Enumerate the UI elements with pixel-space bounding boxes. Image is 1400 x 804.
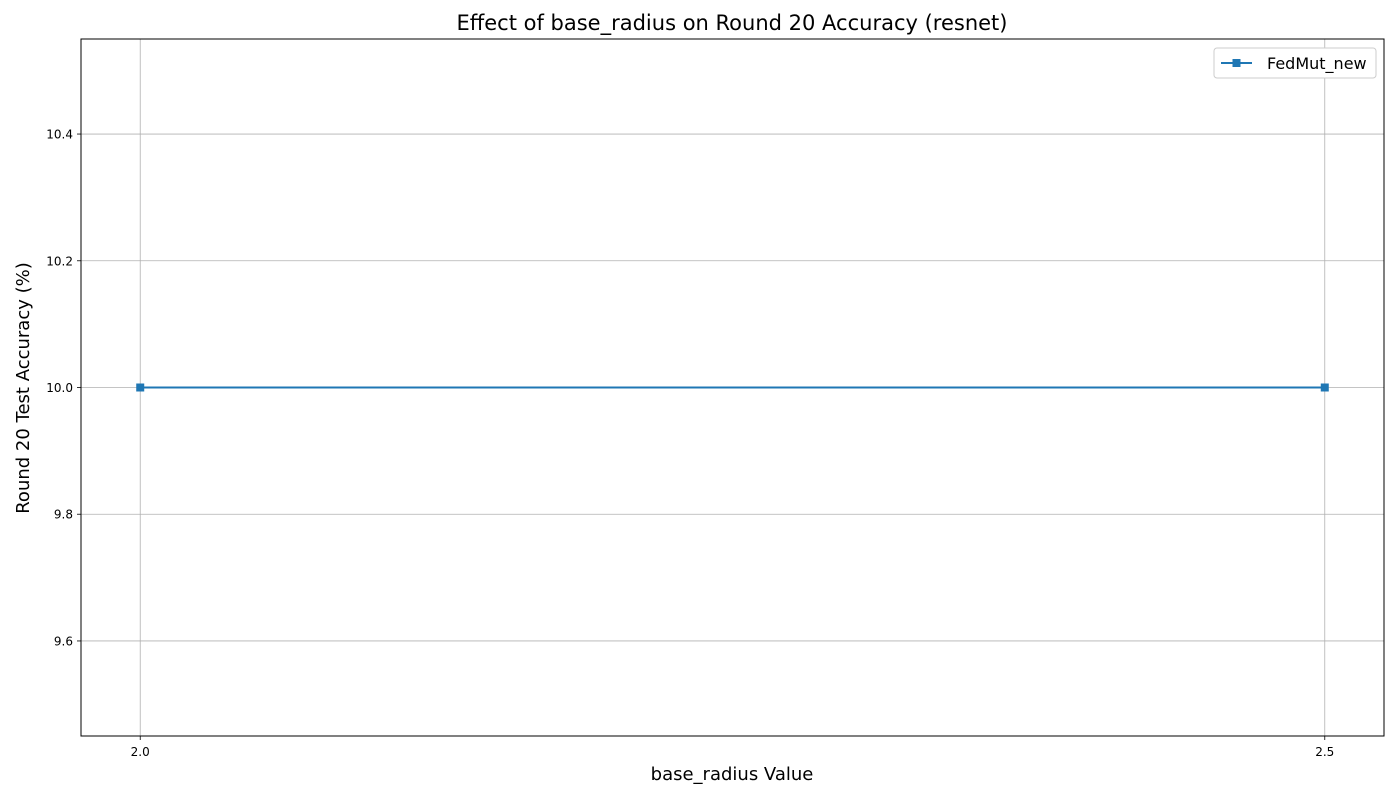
series-layer xyxy=(136,383,1329,392)
legend-square-marker-icon xyxy=(1232,59,1241,67)
x-axis-label: base_radius Value xyxy=(651,764,814,785)
y-axis-label: Round 20 Test Accuracy (%) xyxy=(13,262,34,514)
y-tick-label: 9.8 xyxy=(54,508,73,522)
y-tick-label: 10.4 xyxy=(46,128,73,142)
data-point-square-marker xyxy=(1320,383,1329,392)
chart-title: Effect of base_radius on Round 20 Accura… xyxy=(457,11,1008,36)
y-tick-label: 10.0 xyxy=(46,381,73,395)
x-tick-label: 2.5 xyxy=(1315,745,1334,759)
legend-box xyxy=(1213,47,1377,79)
tick-labels: 9.6 9.8 10.0 10.2 10.4 2.0 2.5 xyxy=(46,128,1334,759)
legend: FedMut_new xyxy=(1213,47,1377,79)
legend-label: FedMut_new xyxy=(1267,54,1367,74)
axes xyxy=(77,38,1385,740)
plot-frame xyxy=(80,38,1385,737)
data-point-square-marker xyxy=(136,383,145,392)
x-tick-label: 2.0 xyxy=(131,745,150,759)
y-tick-label: 10.2 xyxy=(46,254,73,268)
y-tick-label: 9.6 xyxy=(54,634,73,648)
